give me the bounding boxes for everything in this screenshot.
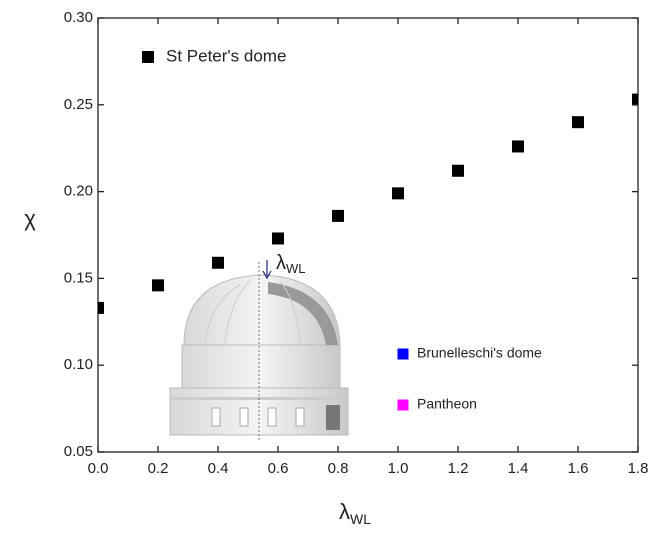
point [272,232,284,245]
y-tick-label: 0.15 [64,269,93,286]
legend-marker [142,51,154,63]
x-tick-label: 0.4 [208,460,229,477]
point [452,164,464,177]
legend-label: Brunelleschi's dome [417,345,542,361]
x-axis-label: λWL [339,499,371,527]
x-tick-label: 0.0 [88,460,109,477]
point [98,301,104,314]
y-tick-label: 0.20 [64,183,93,200]
dome-illustration [169,260,349,440]
y-tick-label: 0.10 [64,356,93,373]
x-tick-label: 0.2 [148,460,169,477]
point [632,93,638,106]
annotation-text: λ [276,252,286,274]
y-tick-label: 0.30 [64,9,93,26]
x-tick-label: 1.6 [568,460,589,477]
y-tick-label: 0.05 [64,443,93,460]
x-tick-label: 0.8 [328,460,349,477]
legend-marker [397,399,409,411]
x-tick-label: 0.6 [268,460,289,477]
points [98,93,638,314]
x-axis-label-subscript: WL [350,511,371,527]
plot-frame [97,17,639,453]
y-tick-label: 0.25 [64,96,93,113]
point [212,256,224,269]
x-tick-label: 1.8 [628,460,649,477]
point [512,140,524,153]
x-tick-label: 1.0 [388,460,409,477]
point [332,209,344,222]
legend-label: St Peter's dome [166,46,286,65]
x-axis-label-text: λ [339,499,350,524]
legend-marker [397,348,409,360]
annotation: λWL [276,252,306,276]
point [152,279,164,292]
x-tick-label: 1.4 [508,460,529,477]
x-tick-label: 1.2 [448,460,469,477]
point [572,116,584,129]
legend-label: Pantheon [417,396,477,412]
point [392,187,404,200]
annotation-subscript: WL [286,261,306,276]
y-axis-label: χ [24,206,36,231]
